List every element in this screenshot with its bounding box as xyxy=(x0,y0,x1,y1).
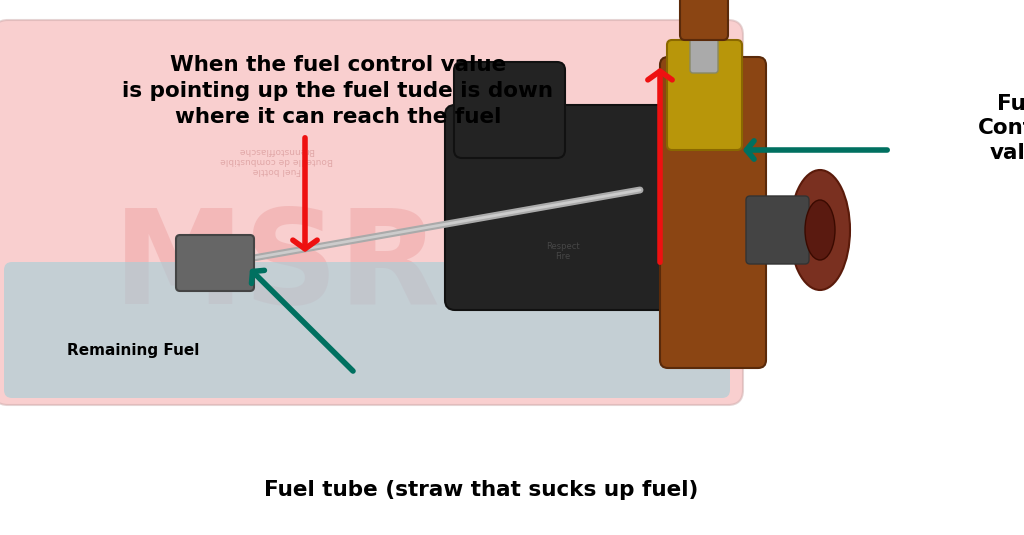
Text: MSR: MSR xyxy=(113,204,440,331)
FancyBboxPatch shape xyxy=(0,20,743,405)
FancyBboxPatch shape xyxy=(454,62,565,158)
FancyBboxPatch shape xyxy=(445,105,705,310)
Text: Fuel bottle
Bouteille de combustible
Brennstofflasche: Fuel bottle Bouteille de combustible Bre… xyxy=(220,146,333,175)
Ellipse shape xyxy=(805,200,835,260)
FancyBboxPatch shape xyxy=(660,57,766,368)
FancyBboxPatch shape xyxy=(667,40,742,150)
FancyBboxPatch shape xyxy=(690,12,718,73)
Text: Respect
Fire: Respect Fire xyxy=(547,242,580,261)
Ellipse shape xyxy=(790,170,850,290)
FancyBboxPatch shape xyxy=(176,235,254,291)
FancyBboxPatch shape xyxy=(746,196,809,264)
Text: Fuel
Control
value: Fuel Control value xyxy=(978,94,1024,163)
FancyBboxPatch shape xyxy=(680,0,728,40)
FancyBboxPatch shape xyxy=(4,262,730,398)
Text: When the fuel control value
is pointing up the fuel tude is down
where it can re: When the fuel control value is pointing … xyxy=(123,55,553,127)
Text: Fuel tube (straw that sucks up fuel): Fuel tube (straw that sucks up fuel) xyxy=(264,479,698,500)
Text: Remaining Fuel: Remaining Fuel xyxy=(67,343,199,358)
